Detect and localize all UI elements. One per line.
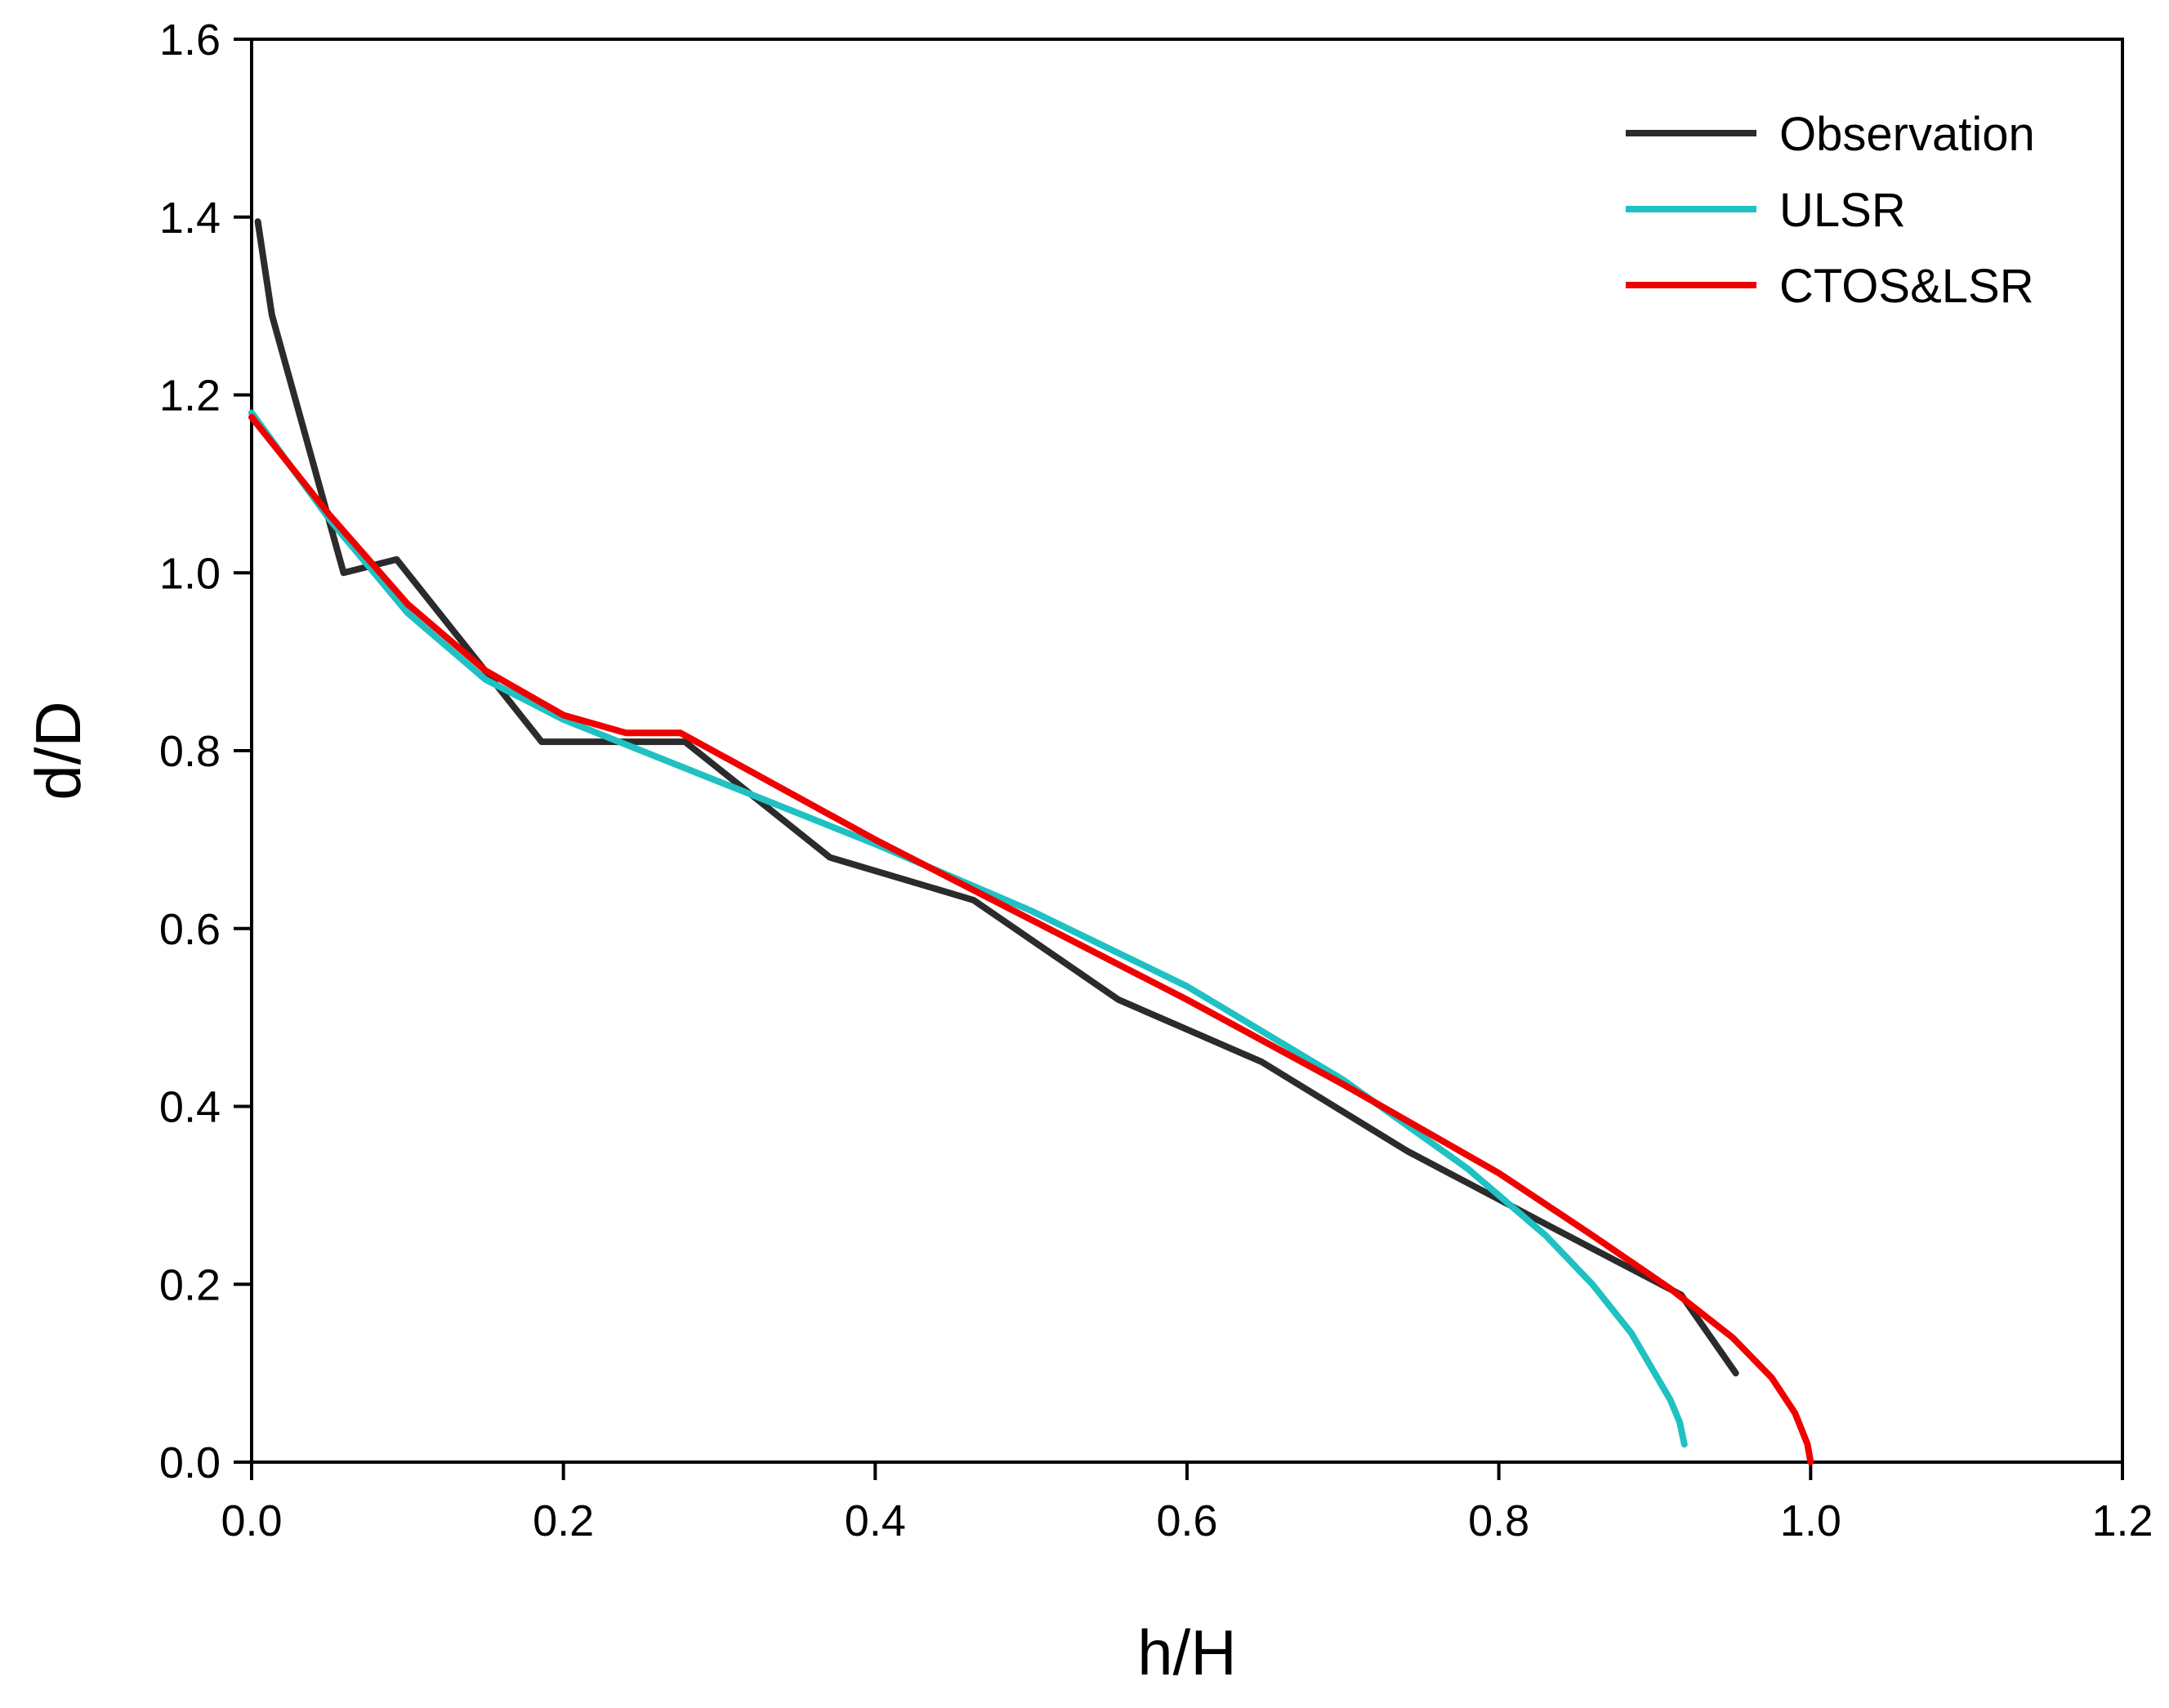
x-tick-label: 0.6 <box>1156 1496 1217 1545</box>
x-tick-label: 1.0 <box>1780 1496 1841 1545</box>
y-tick-label: 1.2 <box>159 372 221 421</box>
y-tick-label: 0.0 <box>159 1438 221 1487</box>
series-line-ctos-lsr <box>248 413 1814 1465</box>
legend: Observation ULSR CTOS&LSR <box>1626 108 2035 313</box>
x-tick-label: 0.0 <box>221 1496 282 1545</box>
x-tick-label: 0.2 <box>533 1496 594 1545</box>
series-line-observation <box>254 218 1739 1377</box>
series-line-ulsr <box>248 409 1688 1448</box>
x-tick-label: 0.4 <box>845 1496 906 1545</box>
y-tick-label: 1.6 <box>159 16 221 65</box>
plot-frame <box>250 38 2124 1464</box>
axis-ticks: 0.0 0.2 0.4 0.6 0.8 1.0 1.2 0.0 0.2 0.4 0.6 0.8 1.0 1… <box>159 16 2153 1545</box>
x-axis-title: h/H <box>1137 1617 1236 1688</box>
y-tick-label: 0.8 <box>159 727 221 776</box>
y-axis-title: d/D <box>22 701 94 800</box>
y-tick-label: 1.4 <box>159 194 221 243</box>
legend-label: Observation <box>1779 108 2035 161</box>
x-tick-label: 0.8 <box>1468 1496 1529 1545</box>
plot-border <box>250 38 2124 1464</box>
y-tick-label: 0.6 <box>159 905 221 954</box>
y-tick-label: 0.4 <box>159 1083 221 1132</box>
series-layer <box>248 218 1814 1465</box>
x-tick-label: 1.2 <box>2091 1496 2153 1545</box>
y-tick-label: 1.0 <box>159 549 221 598</box>
y-tick-label: 0.2 <box>159 1260 221 1309</box>
legend-label: ULSR <box>1779 184 1906 237</box>
legend-label: CTOS&LSR <box>1779 260 2034 313</box>
